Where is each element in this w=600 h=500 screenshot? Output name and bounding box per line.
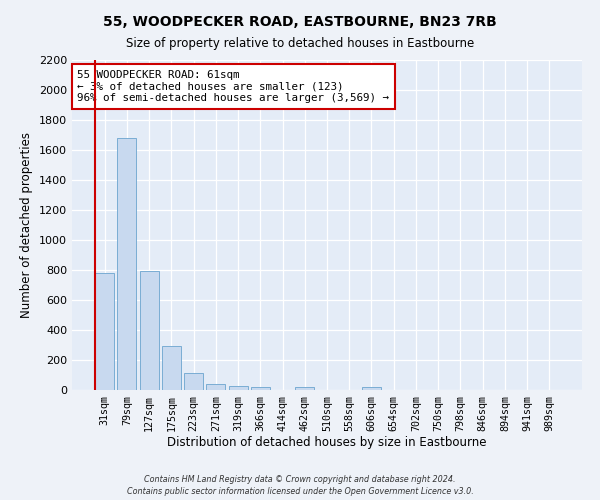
Bar (162, 346, 181, 390)
Bar (362, 387, 381, 390)
Bar (229, 386, 248, 390)
Bar (140, 271, 158, 390)
Text: 55 WOODPECKER ROAD: 61sqm
← 3% of detached houses are smaller (123)
96% of semi-: 55 WOODPECKER ROAD: 61sqm ← 3% of detach… (77, 70, 389, 103)
Bar (251, 387, 270, 390)
Bar (206, 384, 225, 390)
Text: Size of property relative to detached houses in Eastbourne: Size of property relative to detached ho… (126, 38, 474, 51)
Text: 55, WOODPECKER ROAD, EASTBOURNE, BN23 7RB: 55, WOODPECKER ROAD, EASTBOURNE, BN23 7R… (103, 15, 497, 29)
Text: Contains HM Land Registry data © Crown copyright and database right 2024.
Contai: Contains HM Land Registry data © Crown c… (127, 474, 473, 496)
Bar (95, 273, 114, 390)
Bar (295, 387, 314, 390)
X-axis label: Distribution of detached houses by size in Eastbourne: Distribution of detached houses by size … (167, 436, 487, 450)
Bar (184, 373, 203, 390)
Bar (118, 138, 136, 390)
Y-axis label: Number of detached properties: Number of detached properties (20, 132, 34, 318)
